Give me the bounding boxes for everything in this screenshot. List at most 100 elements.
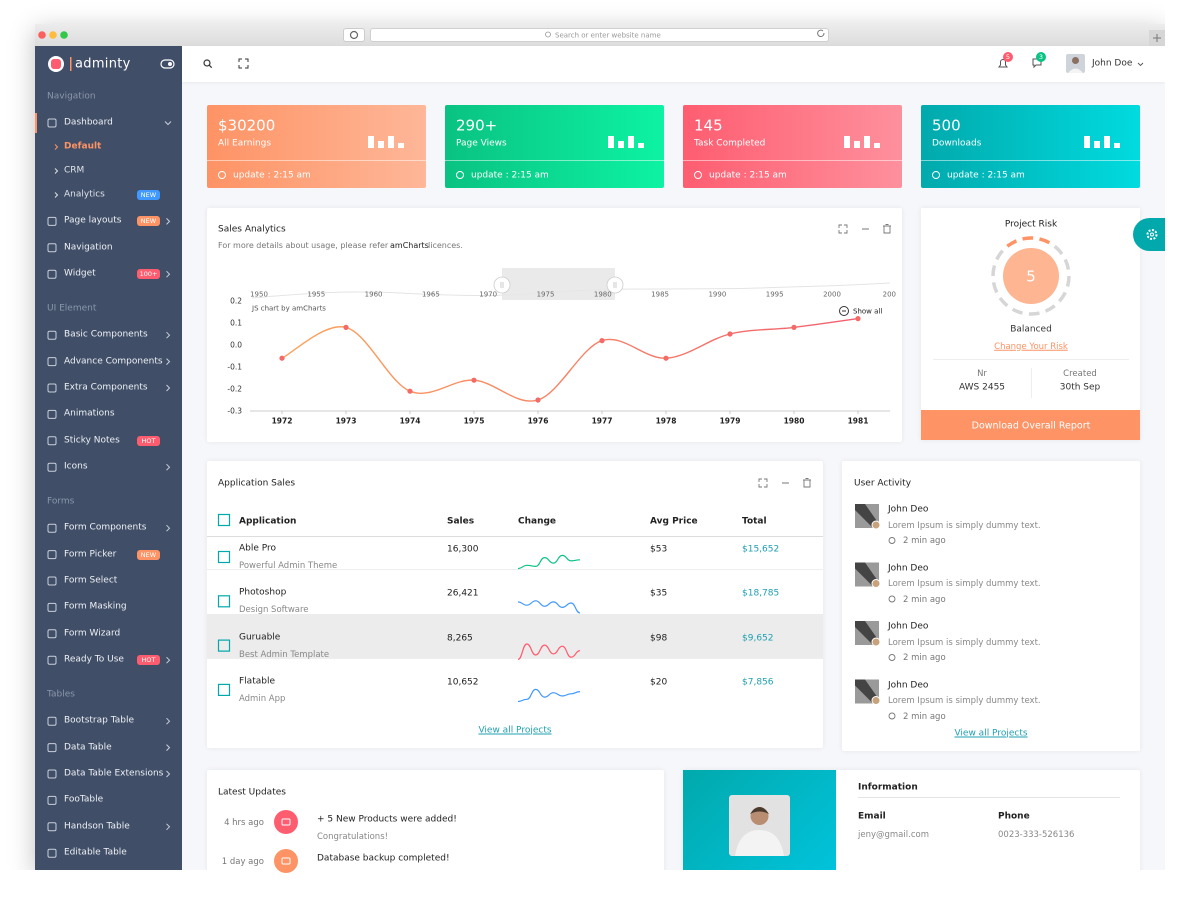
activity-time: 2 min ago bbox=[903, 535, 946, 546]
menu-item[interactable]: Form Masking bbox=[64, 601, 127, 612]
risk-score-circle bbox=[1003, 248, 1059, 304]
risk-gauge-segment bbox=[991, 265, 997, 277]
x-tick-label: 1975 bbox=[463, 415, 485, 425]
card-note-link[interactable]: amCharts bbox=[390, 240, 429, 250]
menu-item[interactable]: Form Select bbox=[64, 575, 118, 586]
menu-item[interactable]: Ready To Use bbox=[64, 654, 124, 665]
menu-item[interactable]: Navigation bbox=[64, 242, 113, 253]
info-phone: 0023-333-526136 bbox=[998, 829, 1075, 840]
risk-gauge-segment bbox=[991, 282, 999, 294]
series-point bbox=[535, 397, 541, 403]
risk-gauge-segment bbox=[1039, 237, 1051, 245]
menu-item[interactable]: Data Table Extensions bbox=[64, 768, 164, 779]
menu-item[interactable]: Animations bbox=[64, 408, 115, 419]
address-placeholder[interactable]: Search or enter website name bbox=[555, 31, 661, 39]
sidebar-toggle-knob bbox=[168, 62, 172, 66]
menu-item[interactable]: Icons bbox=[64, 461, 88, 472]
menu-badge-text: 100+ bbox=[139, 269, 158, 278]
risk-gauge-segment bbox=[1063, 258, 1071, 270]
menu-item[interactable]: Extra Components bbox=[64, 382, 148, 393]
series-point bbox=[279, 355, 285, 361]
stat-icon-bar bbox=[378, 141, 384, 148]
stat-icon-bar bbox=[608, 136, 614, 148]
menu-item[interactable]: FooTable bbox=[64, 794, 104, 805]
menu-icon bbox=[47, 655, 57, 665]
app-sales: 10,652 bbox=[447, 677, 479, 688]
notification-badge bbox=[1003, 52, 1013, 62]
activity-name: John Deo bbox=[888, 680, 929, 690]
view-all-link[interactable]: View all Projects bbox=[478, 725, 552, 735]
menu-badge-text: NEW bbox=[140, 190, 157, 199]
card-expand bbox=[758, 478, 768, 488]
card-title: Latest Updates bbox=[218, 787, 286, 797]
update-text: Database backup completed! bbox=[317, 853, 450, 863]
menu-icon bbox=[47, 743, 57, 753]
x-tick-label: 1979 bbox=[719, 415, 741, 425]
card-note-suffix: licences. bbox=[428, 240, 463, 250]
scrollbar-label: 1990 bbox=[708, 290, 727, 299]
stat-label: All Earnings bbox=[218, 138, 272, 149]
user-name[interactable]: John Doe bbox=[1092, 58, 1133, 69]
stat-update: update : 2:15 am bbox=[471, 170, 549, 180]
privacy-icon bbox=[349, 30, 359, 40]
risk-link[interactable]: Change Your Risk bbox=[994, 341, 1068, 352]
view-all-link[interactable]: View all Projects bbox=[954, 728, 1028, 738]
menu-item[interactable]: Editable Table bbox=[64, 847, 127, 858]
app-desc: Design Software bbox=[239, 605, 309, 616]
submenu-item[interactable]: Default bbox=[64, 141, 102, 152]
menu-item[interactable]: Form Wizard bbox=[64, 628, 121, 639]
show-all[interactable]: Show all bbox=[853, 307, 883, 315]
user-activity-card bbox=[842, 461, 1140, 751]
chevron bbox=[166, 770, 171, 778]
risk-title: Project Risk bbox=[1004, 219, 1058, 229]
stat-label: Page Views bbox=[456, 138, 507, 149]
message-badge bbox=[1036, 52, 1046, 62]
stat-icon-bar bbox=[618, 141, 624, 148]
update-icon bbox=[274, 849, 298, 873]
menu-item[interactable]: Advance Components bbox=[64, 356, 163, 367]
app-name: Able Pro bbox=[239, 543, 277, 554]
card-title: User Activity bbox=[854, 478, 912, 488]
stat-card-divider bbox=[207, 160, 426, 161]
menu-item[interactable]: Sticky Notes bbox=[64, 435, 120, 446]
stat-icon-bar bbox=[638, 143, 644, 148]
submenu-item[interactable]: CRM bbox=[64, 165, 85, 176]
menu-item[interactable]: Page layouts bbox=[64, 215, 122, 226]
menu-item[interactable]: Bootstrap Table bbox=[64, 715, 134, 726]
stat-icon-bar bbox=[864, 136, 870, 148]
activity-text: Lorem Ipsum is simply dummy text. bbox=[888, 637, 1041, 648]
chevron bbox=[166, 331, 171, 339]
update-icon bbox=[274, 810, 298, 834]
y-tick-label: 0.1 bbox=[230, 318, 242, 328]
scrollbar-label: 1970 bbox=[479, 290, 498, 299]
search-icon bbox=[203, 59, 211, 67]
logo-mark-inner bbox=[51, 59, 61, 69]
menu-item[interactable]: Widget bbox=[64, 268, 96, 279]
info-divider bbox=[858, 797, 1120, 798]
risk-gauge-segment bbox=[1065, 275, 1071, 287]
stat-value: 145 bbox=[694, 116, 723, 135]
submenu-item[interactable]: Analytics bbox=[64, 189, 105, 200]
menu-item[interactable]: Form Components bbox=[64, 522, 147, 533]
user-avatar-body bbox=[1068, 68, 1083, 73]
chevron bbox=[166, 270, 171, 278]
series-point bbox=[343, 324, 349, 330]
app-sales: 16,300 bbox=[447, 544, 479, 555]
menu-icon bbox=[47, 216, 57, 226]
stat-icon-bar bbox=[1084, 136, 1090, 148]
download-button-text[interactable]: Download Overall Report bbox=[971, 419, 1091, 431]
menu-item[interactable]: Basic Components bbox=[64, 329, 148, 340]
x-tick-label: 1972 bbox=[271, 415, 293, 425]
activity-badge bbox=[871, 637, 881, 647]
menu-item[interactable]: Form Picker bbox=[64, 549, 117, 560]
project-risk-card bbox=[921, 208, 1140, 440]
card-expand bbox=[838, 224, 848, 234]
menu-item[interactable]: Handson Table bbox=[64, 821, 130, 832]
app-total: $9,652 bbox=[742, 633, 774, 644]
window-control bbox=[38, 31, 46, 39]
update-icon-glyph bbox=[281, 818, 291, 826]
menu-item[interactable]: Dashboard bbox=[64, 117, 113, 128]
menu-item[interactable]: Data Table bbox=[64, 742, 112, 753]
checkbox bbox=[217, 550, 231, 564]
